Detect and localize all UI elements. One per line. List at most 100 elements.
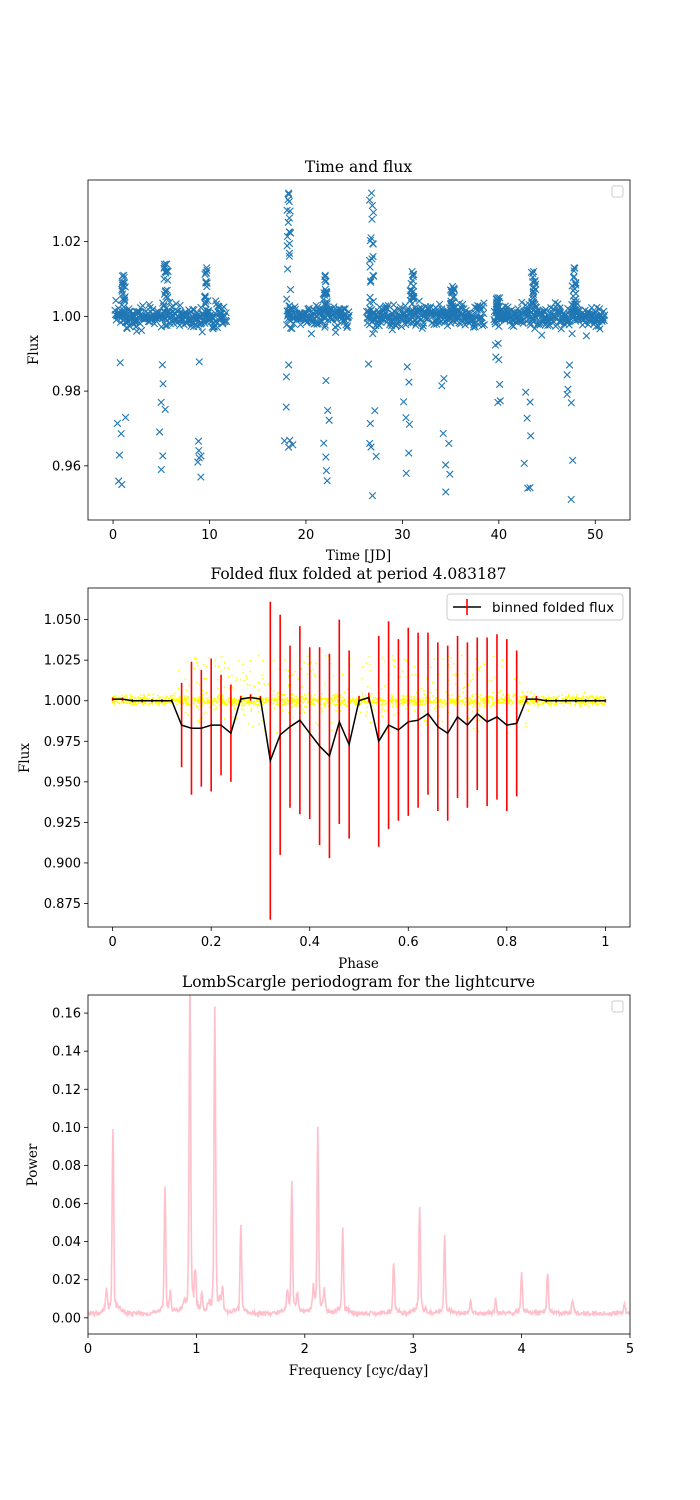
folded-flux-raw-point — [231, 674, 233, 677]
folded-flux-raw-point — [184, 694, 187, 697]
folded-flux-raw-point — [177, 700, 180, 703]
folded-flux-raw-point — [247, 722, 250, 725]
folded-flux-raw-point — [202, 712, 205, 715]
time-flux-point — [419, 322, 427, 330]
time-flux-point — [220, 303, 228, 311]
folded-flux-raw-point — [163, 704, 166, 706]
folded-flux-raw-point — [281, 709, 284, 712]
folded-flux-raw-point — [526, 690, 529, 693]
time-flux-point — [571, 294, 580, 303]
time-flux-point — [600, 311, 609, 319]
folded-flux-raw-point — [295, 695, 298, 697]
folded-flux-raw-point — [460, 699, 463, 702]
folded-flux-raw-point — [272, 659, 275, 662]
time-flux-point — [541, 305, 550, 314]
folded-flux-raw-point — [336, 696, 339, 699]
time-flux-point — [494, 398, 502, 406]
folded-flux-raw-point — [565, 702, 567, 704]
folded-flux-raw-point — [297, 700, 300, 703]
time-flux-point — [495, 380, 504, 389]
folded-flux-raw-point — [339, 701, 342, 704]
time-flux-point — [285, 190, 293, 199]
time-flux-point — [495, 308, 504, 316]
folded-flux-raw-point — [536, 706, 539, 709]
folded-flux-raw-point — [204, 702, 206, 705]
folded-flux-raw-point — [262, 701, 265, 704]
folded-flux-raw-point — [157, 697, 160, 699]
folded-flux-raw-point — [227, 676, 230, 678]
folded-flux-raw-point — [542, 703, 545, 705]
folded-flux-raw-point — [363, 701, 366, 703]
folded-flux-raw-point — [479, 702, 482, 705]
folded-flux-raw-point — [276, 693, 279, 696]
time-flux-xtick-label: 0 — [109, 528, 117, 543]
folded-flux-raw-point — [394, 700, 397, 703]
time-flux-point — [448, 282, 457, 291]
time-flux-point — [405, 378, 413, 386]
folded-flux-raw-point — [478, 705, 481, 708]
folded-flux-raw-point — [267, 683, 269, 685]
folded-flux-raw-point — [449, 666, 451, 669]
folded-flux-raw-point — [216, 697, 219, 700]
folded-flux-raw-point — [314, 675, 317, 678]
folded-flux-raw-point — [384, 700, 387, 702]
folded-flux-raw-point — [528, 702, 531, 705]
folded-flux-raw-point — [368, 663, 371, 666]
time-flux-point — [194, 458, 202, 466]
folded-flux-raw-point — [121, 694, 124, 697]
time-flux-point — [415, 297, 423, 305]
folded-flux-raw-point — [205, 665, 207, 668]
folded-flux-raw-point — [425, 701, 428, 704]
folded-flux-raw-point — [424, 693, 426, 696]
folded-flux-raw-point — [197, 699, 200, 701]
folded-flux-raw-point — [360, 700, 363, 703]
folded-flux-raw-point — [401, 703, 404, 705]
time-flux-plot-area — [111, 189, 609, 504]
time-flux-point — [159, 380, 167, 388]
folded-flux-raw-point — [261, 674, 264, 677]
folded-flux-raw-point — [370, 693, 373, 695]
folded-flux-raw-point — [226, 700, 228, 703]
folded-flux-raw-point — [334, 704, 337, 707]
folded-flux-raw-point — [199, 717, 201, 720]
folded-flux-raw-point — [354, 699, 356, 702]
time-flux-point — [405, 420, 414, 429]
folded-flux-raw-point — [319, 697, 322, 700]
folded-flux-raw-point — [583, 703, 586, 706]
folded-flux-raw-point — [497, 699, 500, 702]
folded-flux-raw-point — [461, 701, 464, 703]
folded-flux-raw-point — [291, 693, 294, 696]
folded-flux-raw-point — [602, 696, 605, 698]
time-flux-point — [440, 374, 448, 383]
folded-flux-raw-point — [217, 694, 220, 696]
folded-flux-raw-point — [443, 700, 446, 703]
folded-flux-raw-point — [295, 701, 298, 704]
folded-flux-raw-point — [186, 701, 189, 704]
folded-flux-raw-point — [186, 695, 189, 698]
folded-flux-raw-point — [452, 701, 455, 704]
time-flux-point — [202, 297, 210, 305]
folded-flux-raw-point — [374, 699, 377, 701]
folded-flux-raw-point — [509, 699, 512, 702]
folded-flux-raw-point — [365, 662, 368, 665]
time-flux-point — [222, 309, 230, 317]
folded-flux-raw-point — [177, 697, 180, 699]
time-flux-ylabel: Flux — [26, 335, 42, 365]
folded-flux-raw-point — [435, 701, 438, 703]
folded-flux-raw-point — [455, 673, 457, 676]
folded-flux-raw-point — [449, 699, 452, 702]
folded-flux-raw-point — [156, 694, 159, 697]
folded-flux-raw-point — [258, 722, 261, 725]
time-flux-point — [322, 277, 330, 285]
folded-flux-raw-point — [452, 698, 455, 701]
folded-flux-raw-point — [141, 703, 144, 705]
folded-flux-raw-point — [195, 706, 198, 709]
folded-flux-raw-point — [366, 685, 369, 688]
folded-flux-raw-point — [272, 697, 275, 700]
folded-flux-raw-point — [329, 697, 332, 699]
folded-flux-raw-point — [379, 696, 382, 699]
folded-flux-raw-point — [604, 704, 607, 707]
time-flux-point — [406, 308, 414, 317]
time-flux-point — [551, 322, 560, 330]
folded-flux-raw-point — [441, 720, 444, 723]
